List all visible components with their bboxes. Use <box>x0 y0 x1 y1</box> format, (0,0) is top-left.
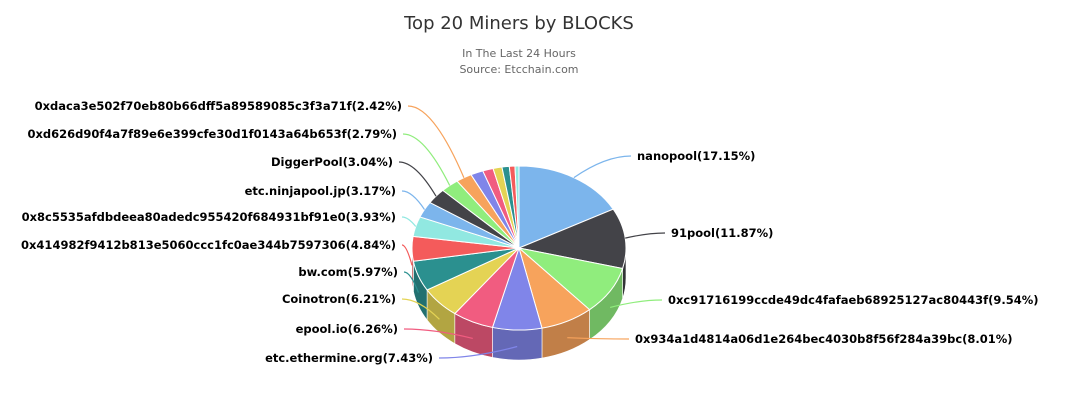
pie-slice-label: 0xd626d90f4a7f89e6e399cfe30d1f0143a64b65… <box>27 127 397 141</box>
pie-connector <box>401 298 440 320</box>
pie-connector <box>438 345 518 359</box>
pie-slice[interactable] <box>514 165 520 249</box>
pie-body <box>411 165 627 361</box>
pie-slice-label: epool.io(6.26%) <box>296 322 398 336</box>
pie-slice-label: bw.com(5.97%) <box>298 265 398 279</box>
pie-connector <box>402 133 451 186</box>
pie-slice-label: 0x8c5535afdbdeea80adedc955420f684931bf91… <box>22 210 396 224</box>
pie-connector <box>401 190 425 210</box>
pie-connector <box>567 337 630 340</box>
chart-subtitle: In The Last 24 Hours <box>462 47 576 60</box>
chart-source: Source: Etcchain.com <box>459 63 578 76</box>
pie-connector <box>401 216 417 227</box>
pie-slice[interactable] <box>518 165 614 249</box>
pie-slice-label: DiggerPool(3.04%) <box>271 155 393 169</box>
pie-slice-label: Coinotron(6.21%) <box>282 292 396 306</box>
pie-slice-label: 0x934a1d4814a06d1e264bec4030b8f56f284a39… <box>635 332 1013 346</box>
pie-connector <box>609 299 663 309</box>
pie-connector <box>625 232 666 239</box>
pie-connector <box>401 244 413 266</box>
chart-title: Top 20 Miners by BLOCKS <box>403 13 634 34</box>
pie-connector <box>407 105 465 178</box>
pie-slice-label: 0xdaca3e502f70eb80b66dff5a89589085c3f3a7… <box>35 99 402 113</box>
pie-connector <box>573 155 632 179</box>
pie-connector <box>403 271 420 293</box>
pie-connector <box>403 328 473 340</box>
pie-connector <box>398 161 437 197</box>
pie-slice-label: 0x414982f9412b813e5060ccc1fc0ae344b75973… <box>21 238 396 252</box>
pie-slice-side <box>492 327 543 361</box>
pie-slice-label: nanopool(17.15%) <box>637 149 755 163</box>
pie-slice-label: etc.ethermine.org(7.43%) <box>265 351 433 365</box>
pie-slice-label: 91pool(11.87%) <box>671 226 773 240</box>
pie-slice-label: 0xc91716199ccde49dc4fafaeb68925127ac8044… <box>668 293 1039 307</box>
pie-slice-label: etc.ninjapool.jp(3.17%) <box>245 184 396 198</box>
pie-labels: nanopool(17.15%) 91pool(11.87%) 0xc9171619… <box>21 99 1039 365</box>
